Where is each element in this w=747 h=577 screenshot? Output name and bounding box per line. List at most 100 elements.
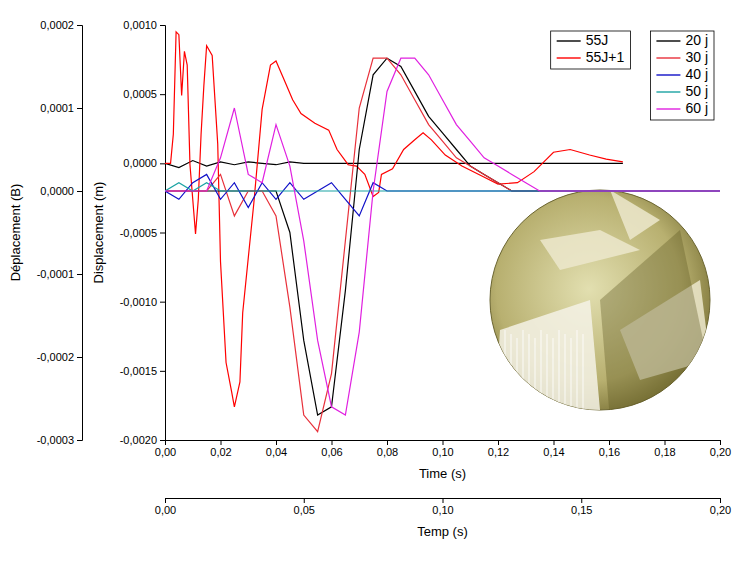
x-axis-title: Time (s) <box>419 466 466 481</box>
y-tick: 0,0010 <box>123 19 165 31</box>
y-axis: -0,0003 -0,0002 -0,0001 0,0000 0,0001 0,0002 <box>37 19 83 446</box>
y-tick-mark <box>160 163 165 164</box>
series-group <box>165 58 720 432</box>
y-tick-mark <box>77 440 82 441</box>
legend-swatch <box>656 91 680 92</box>
x-axis-title: Temp (s) <box>417 524 468 539</box>
y-tick-label: 0,0010 <box>123 19 157 31</box>
y-tick-label: 0,0002 <box>40 19 74 31</box>
x-tick-label: 0,04 <box>266 446 287 458</box>
x-tick-label: 0,12 <box>488 446 509 458</box>
x-tick: 0,15 <box>571 498 592 516</box>
legend-box <box>650 31 714 120</box>
photo-fibre <box>576 330 577 410</box>
y-tick-mark <box>160 440 165 441</box>
y-tick-mark <box>77 274 82 275</box>
x-tick: 0,00 <box>155 440 176 458</box>
y-tick: 0,0000 <box>123 157 165 169</box>
y-tick-label: 0,0001 <box>40 102 74 114</box>
photo-fibre <box>510 334 511 410</box>
y-tick: -0,0003 <box>37 434 82 446</box>
legend-swatch <box>656 108 680 109</box>
legend-label: 40 j <box>685 66 708 82</box>
legend-label: 30 j <box>685 49 708 65</box>
x-tick-label: 0,02 <box>210 446 231 458</box>
y-tick-mark <box>160 94 165 95</box>
x-tick-label: 0,15 <box>571 504 592 516</box>
y-tick: -0,0005 <box>120 227 165 239</box>
y-axis-line <box>77 26 83 441</box>
inset-photo <box>490 190 720 420</box>
legend: 20 j30 j40 j50 j60 j <box>650 31 714 120</box>
legend-label: 50 j <box>685 83 708 99</box>
y-tick-label: -0,0020 <box>120 434 157 446</box>
legend-swatch <box>656 74 680 75</box>
series-line <box>165 58 720 415</box>
x-tick-mark <box>665 440 666 445</box>
photo-fibre <box>546 334 547 410</box>
x-tick: 0,00 <box>155 498 176 516</box>
photo-streak <box>610 190 660 240</box>
y-tick-label: -0,0005 <box>120 227 157 239</box>
legend-label: 60 j <box>685 100 708 116</box>
y-tick-label: -0,0015 <box>120 365 157 377</box>
x-tick: 0,05 <box>294 498 315 516</box>
chart-canvas: 0,000,020,040,060,080,100,120,140,160,18… <box>0 0 747 577</box>
photo-fibre <box>552 338 553 410</box>
y-tick-mark <box>160 371 165 372</box>
legend-swatch <box>656 57 680 58</box>
photo-streak <box>495 300 600 410</box>
y-tick-label: 0,0000 <box>40 185 74 197</box>
y-tick-mark <box>77 191 82 192</box>
series-line <box>165 58 720 415</box>
legend-box <box>551 31 631 69</box>
x-tick-label: 0,00 <box>155 446 176 458</box>
photo-shadow <box>600 230 720 420</box>
y-tick: 0,0002 <box>40 19 82 31</box>
x-tick-mark <box>332 440 333 445</box>
photo-fibre <box>540 330 541 410</box>
x-tick-label: 0,10 <box>432 504 453 516</box>
x-tick: 0,16 <box>599 440 620 458</box>
legend-swatch <box>557 57 581 58</box>
y-tick-label: -0,0001 <box>37 268 74 280</box>
x-tick-mark <box>498 440 499 445</box>
y-tick-mark <box>160 233 165 234</box>
photo-fibre <box>504 330 505 410</box>
x-tick: 0,20 <box>710 498 731 516</box>
legend-swatch <box>656 40 680 41</box>
y-tick: -0,0010 <box>120 296 165 308</box>
series-line <box>165 183 720 191</box>
y-tick: 0,0005 <box>123 88 165 100</box>
x-tick-label: 0,20 <box>710 446 731 458</box>
x-tick: 0,06 <box>321 440 342 458</box>
x-tick-mark <box>276 440 277 445</box>
x-tick: 0,02 <box>210 440 231 458</box>
x-tick-label: 0,06 <box>321 446 342 458</box>
photo-fibre <box>516 338 517 410</box>
x-tick: 0,18 <box>654 440 675 458</box>
x-tick-mark <box>165 498 166 503</box>
x-tick-mark <box>720 440 721 445</box>
x-tick: 0,20 <box>710 440 731 458</box>
y-tick-label: 0,0005 <box>123 88 157 100</box>
y-axis-title: Displacement (m) <box>91 182 106 284</box>
photo-fibre <box>522 330 523 410</box>
series-line <box>165 58 720 432</box>
y-axis: -0,0020 -0,0015 -0,0010 -0,0005 0,0000 0,0005… <box>120 19 166 446</box>
y-tick: -0,0015 <box>120 365 165 377</box>
y-tick: -0,0020 <box>120 434 165 446</box>
x-tick-mark <box>443 440 444 445</box>
photo-fibre <box>564 334 565 410</box>
x-tick: 0,04 <box>266 440 287 458</box>
y-tick: -0,0002 <box>37 351 82 363</box>
legend-label: 55J+1 <box>586 49 625 65</box>
x-tick-mark <box>720 498 721 503</box>
x-tick-mark <box>554 440 555 445</box>
x-tick: 0,10 <box>432 498 453 516</box>
x-tick: 0,14 <box>543 440 564 458</box>
y-axis-line <box>160 26 166 441</box>
photo-streak <box>540 230 640 270</box>
legend-label: 20 j <box>685 32 708 48</box>
photo-fibre <box>570 338 571 410</box>
